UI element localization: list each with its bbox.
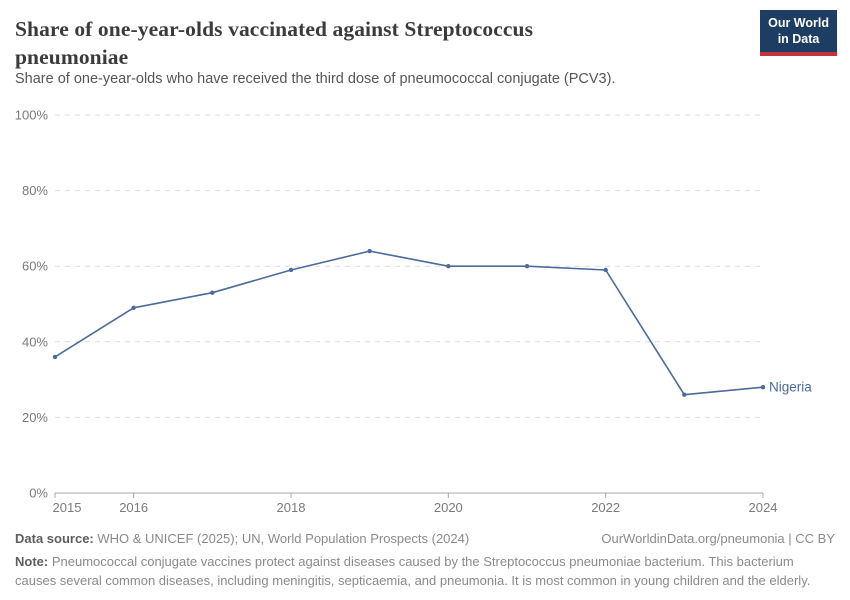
note-row: Note: Pneumococcal conjugate vaccines pr… bbox=[15, 553, 835, 591]
x-axis-tick-label: 2016 bbox=[119, 500, 148, 515]
y-axis-tick-label: 20% bbox=[22, 410, 48, 425]
chart-area: 0% 20% 40% 60% 80% 100% 2015 2016 2018 2020 2022 20… bbox=[0, 105, 850, 520]
y-axis-tick-label: 0% bbox=[29, 486, 48, 501]
data-point[interactable] bbox=[288, 267, 294, 273]
note-label: Note: bbox=[15, 554, 49, 569]
x-axis-tick-label: 2024 bbox=[749, 500, 778, 515]
x-axis-tick-label: 2022 bbox=[591, 500, 620, 515]
page-title: Share of one-year-olds vaccinated agains… bbox=[15, 17, 534, 69]
x-axis-tick-label: 2018 bbox=[277, 500, 306, 515]
data-point[interactable] bbox=[131, 305, 136, 310]
data-point[interactable] bbox=[603, 267, 608, 273]
chart-footer: Data source: WHO & UNICEF (2025); UN, Wo… bbox=[15, 531, 835, 591]
data-point[interactable] bbox=[210, 290, 215, 295]
x-axis-tick-label: 2015 bbox=[53, 500, 82, 515]
series-end-label[interactable]: Nigeria bbox=[769, 380, 812, 395]
data-point[interactable] bbox=[446, 264, 451, 269]
data-source-text: Data source: WHO & UNICEF (2025); UN, Wo… bbox=[15, 531, 469, 546]
data-point[interactable] bbox=[682, 392, 687, 397]
data-point[interactable] bbox=[52, 354, 58, 360]
data-point[interactable] bbox=[367, 248, 372, 254]
owid-logo-line2: in Data bbox=[777, 31, 820, 46]
line-chart-svg[interactable]: 0% 20% 40% 60% 80% 100% 2015 2016 2018 2020 2022 20… bbox=[0, 105, 850, 520]
y-axis-tick-label: 80% bbox=[22, 183, 48, 198]
chart-subtitle: Share of one-year-olds who have received… bbox=[15, 71, 616, 87]
owid-logo: Our World in Data bbox=[760, 10, 837, 57]
data-source-value: WHO & UNICEF (2025); UN, World Populatio… bbox=[93, 531, 470, 546]
owid-link[interactable]: OurWorldinData.org/pneumonia | CC BY bbox=[601, 531, 835, 546]
owid-logo-line1: Our World bbox=[768, 16, 829, 30]
source-row: Data source: WHO & UNICEF (2025); UN, Wo… bbox=[15, 531, 835, 546]
x-axis-tick-label: 2020 bbox=[434, 500, 463, 515]
data-line[interactable] bbox=[54, 250, 764, 396]
y-axis-tick-label: 100% bbox=[15, 108, 49, 123]
data-point[interactable] bbox=[524, 264, 530, 269]
y-axis-tick-label: 60% bbox=[22, 259, 48, 274]
note-value: Pneumococcal conjugate vaccines protect … bbox=[15, 554, 811, 588]
y-axis-tick-label: 40% bbox=[22, 334, 48, 349]
data-point[interactable] bbox=[760, 384, 766, 390]
data-source-label: Data source: bbox=[15, 531, 94, 546]
